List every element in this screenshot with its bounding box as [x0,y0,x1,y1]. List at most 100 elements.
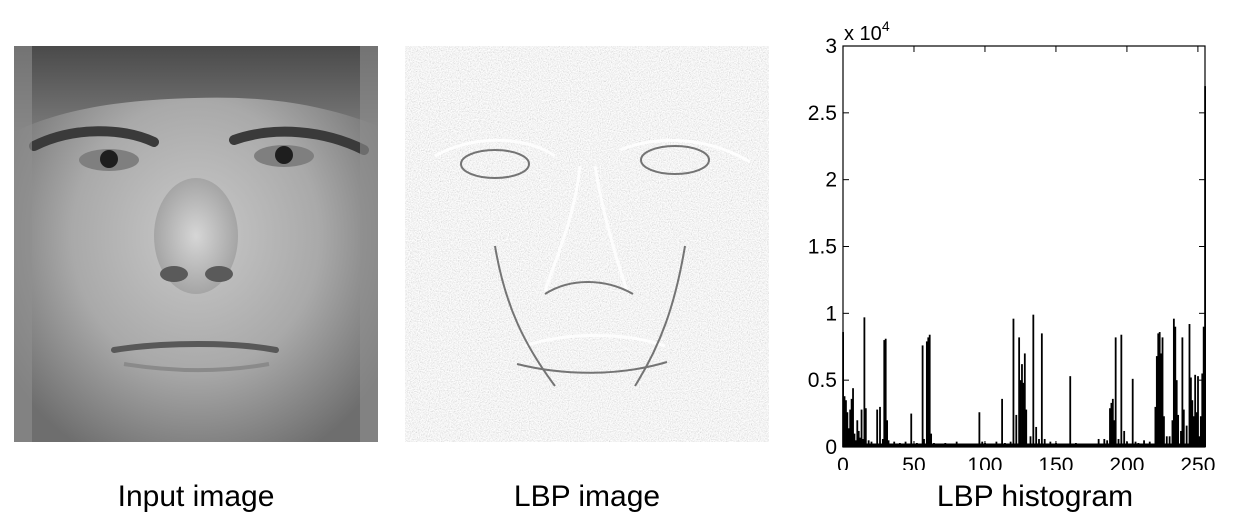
histogram-bar [1123,430,1126,447]
histogram-bar [1106,440,1109,447]
histogram-bar [886,420,889,447]
x-tick-label: 100 [967,454,1002,470]
y-tick-label: 2.5 [808,102,837,125]
x-tick-label: 200 [1109,454,1144,470]
histogram-bar [944,442,947,447]
histogram-bar [1131,378,1134,447]
histogram-bar [1172,318,1175,447]
input-face-drawing [14,46,378,442]
histogram-bar [925,341,928,447]
histogram-bar [1015,414,1018,447]
histogram-bar [1080,444,1083,447]
lbp-image [405,46,769,442]
histogram-bar [933,442,935,447]
histogram-bar [930,433,933,447]
histogram-bar [879,406,881,447]
histogram-bar [1198,436,1201,447]
histogram-bar [893,441,896,447]
x-tick-label: 150 [1038,454,1073,470]
histogram-bar [1021,364,1023,447]
histogram-bar [916,442,918,447]
histogram-bar [981,441,984,447]
histogram-bar [1197,376,1199,447]
y-tick-label: 1 [825,302,837,325]
histogram-bar [1025,409,1028,447]
histogram-bar [1103,438,1106,447]
y-axis: 0 0.5 1 1.5 2 2.5 3 [808,35,1205,459]
histogram-bar [1199,416,1202,447]
histogram-bar [850,398,853,447]
histogram-bar [852,388,854,447]
histogram-bar [1202,326,1205,447]
histogram-bar [881,438,884,447]
histogram-bar [1086,444,1089,447]
histogram-bar [972,444,975,447]
histogram-bar [921,345,924,447]
histogram-bar [950,444,952,447]
histogram-bar [1069,376,1072,447]
histogram-bar [884,338,887,447]
histogram-bar [1171,420,1174,447]
histogram-bar [1161,337,1164,447]
histogram-bar [961,444,964,447]
histogram-bar [867,440,870,447]
histogram-bar [955,441,958,447]
histogram-bar [1019,380,1022,447]
y-multiplier-label: x 104 [844,18,890,45]
histogram-bar [1009,441,1012,447]
histogram-bar [1022,382,1025,447]
histogram-bar [928,334,931,447]
x-tick-label: 50 [902,454,925,470]
histogram-bar [995,441,998,447]
histogram-bar [857,430,860,447]
histogram-bar [859,437,862,447]
input-image-caption: Input image [117,480,275,513]
histogram-bar [1157,333,1160,447]
histogram-bar [1035,426,1038,447]
histogram-bar [1029,436,1032,447]
histogram-bar [1175,380,1178,447]
histogram-bar [1012,318,1015,447]
histogram-bar [1001,398,1003,447]
histogram-bar [1163,416,1165,447]
histogram-bar [1032,314,1035,447]
histogram-bar [1155,356,1158,447]
histogram-bar [1154,406,1157,447]
histogram-bar [883,340,886,447]
y-multiplier-exponent: 4 [882,18,890,34]
y-tick-label: 0.5 [808,369,837,392]
histogram-bar [1043,438,1046,447]
histogram-bar [1190,377,1192,447]
histogram-bar [1182,409,1185,447]
histogram-bar [1174,326,1177,447]
histogram-bar [862,438,864,447]
histogram-bar [845,400,847,447]
histogram-bar [854,440,857,447]
histogram-bar [923,438,925,447]
histogram-bar [898,442,901,447]
histogram-bar [1110,402,1113,447]
histogram-bar [1114,337,1117,447]
histogram-bar [1143,440,1145,447]
y-tick-label: 2 [825,169,837,192]
histogram-bars [842,86,1206,447]
histogram-bar [1075,442,1077,447]
x-axis: 0 50 100 150 200 250 [837,46,1215,470]
histogram-bar [989,444,992,447]
histogram-bar [1111,398,1114,447]
histogram-bar [1038,438,1040,447]
histogram-bar [887,440,890,447]
histogram-bar [864,408,867,447]
histogram-bar [1097,438,1100,447]
histogram-bar [1004,442,1006,447]
histogram-bar [1160,353,1162,447]
x-tick-label: 250 [1180,454,1215,470]
histogram-bar [1188,324,1191,447]
histogram-bar [1109,408,1111,447]
histogram-bar [1018,337,1021,447]
histogram-bar [1120,334,1123,447]
histogram-bar [1023,353,1026,447]
histogram-bar [1165,436,1168,447]
y-tick-label: 3 [825,35,837,58]
histogram-bar [863,317,866,447]
